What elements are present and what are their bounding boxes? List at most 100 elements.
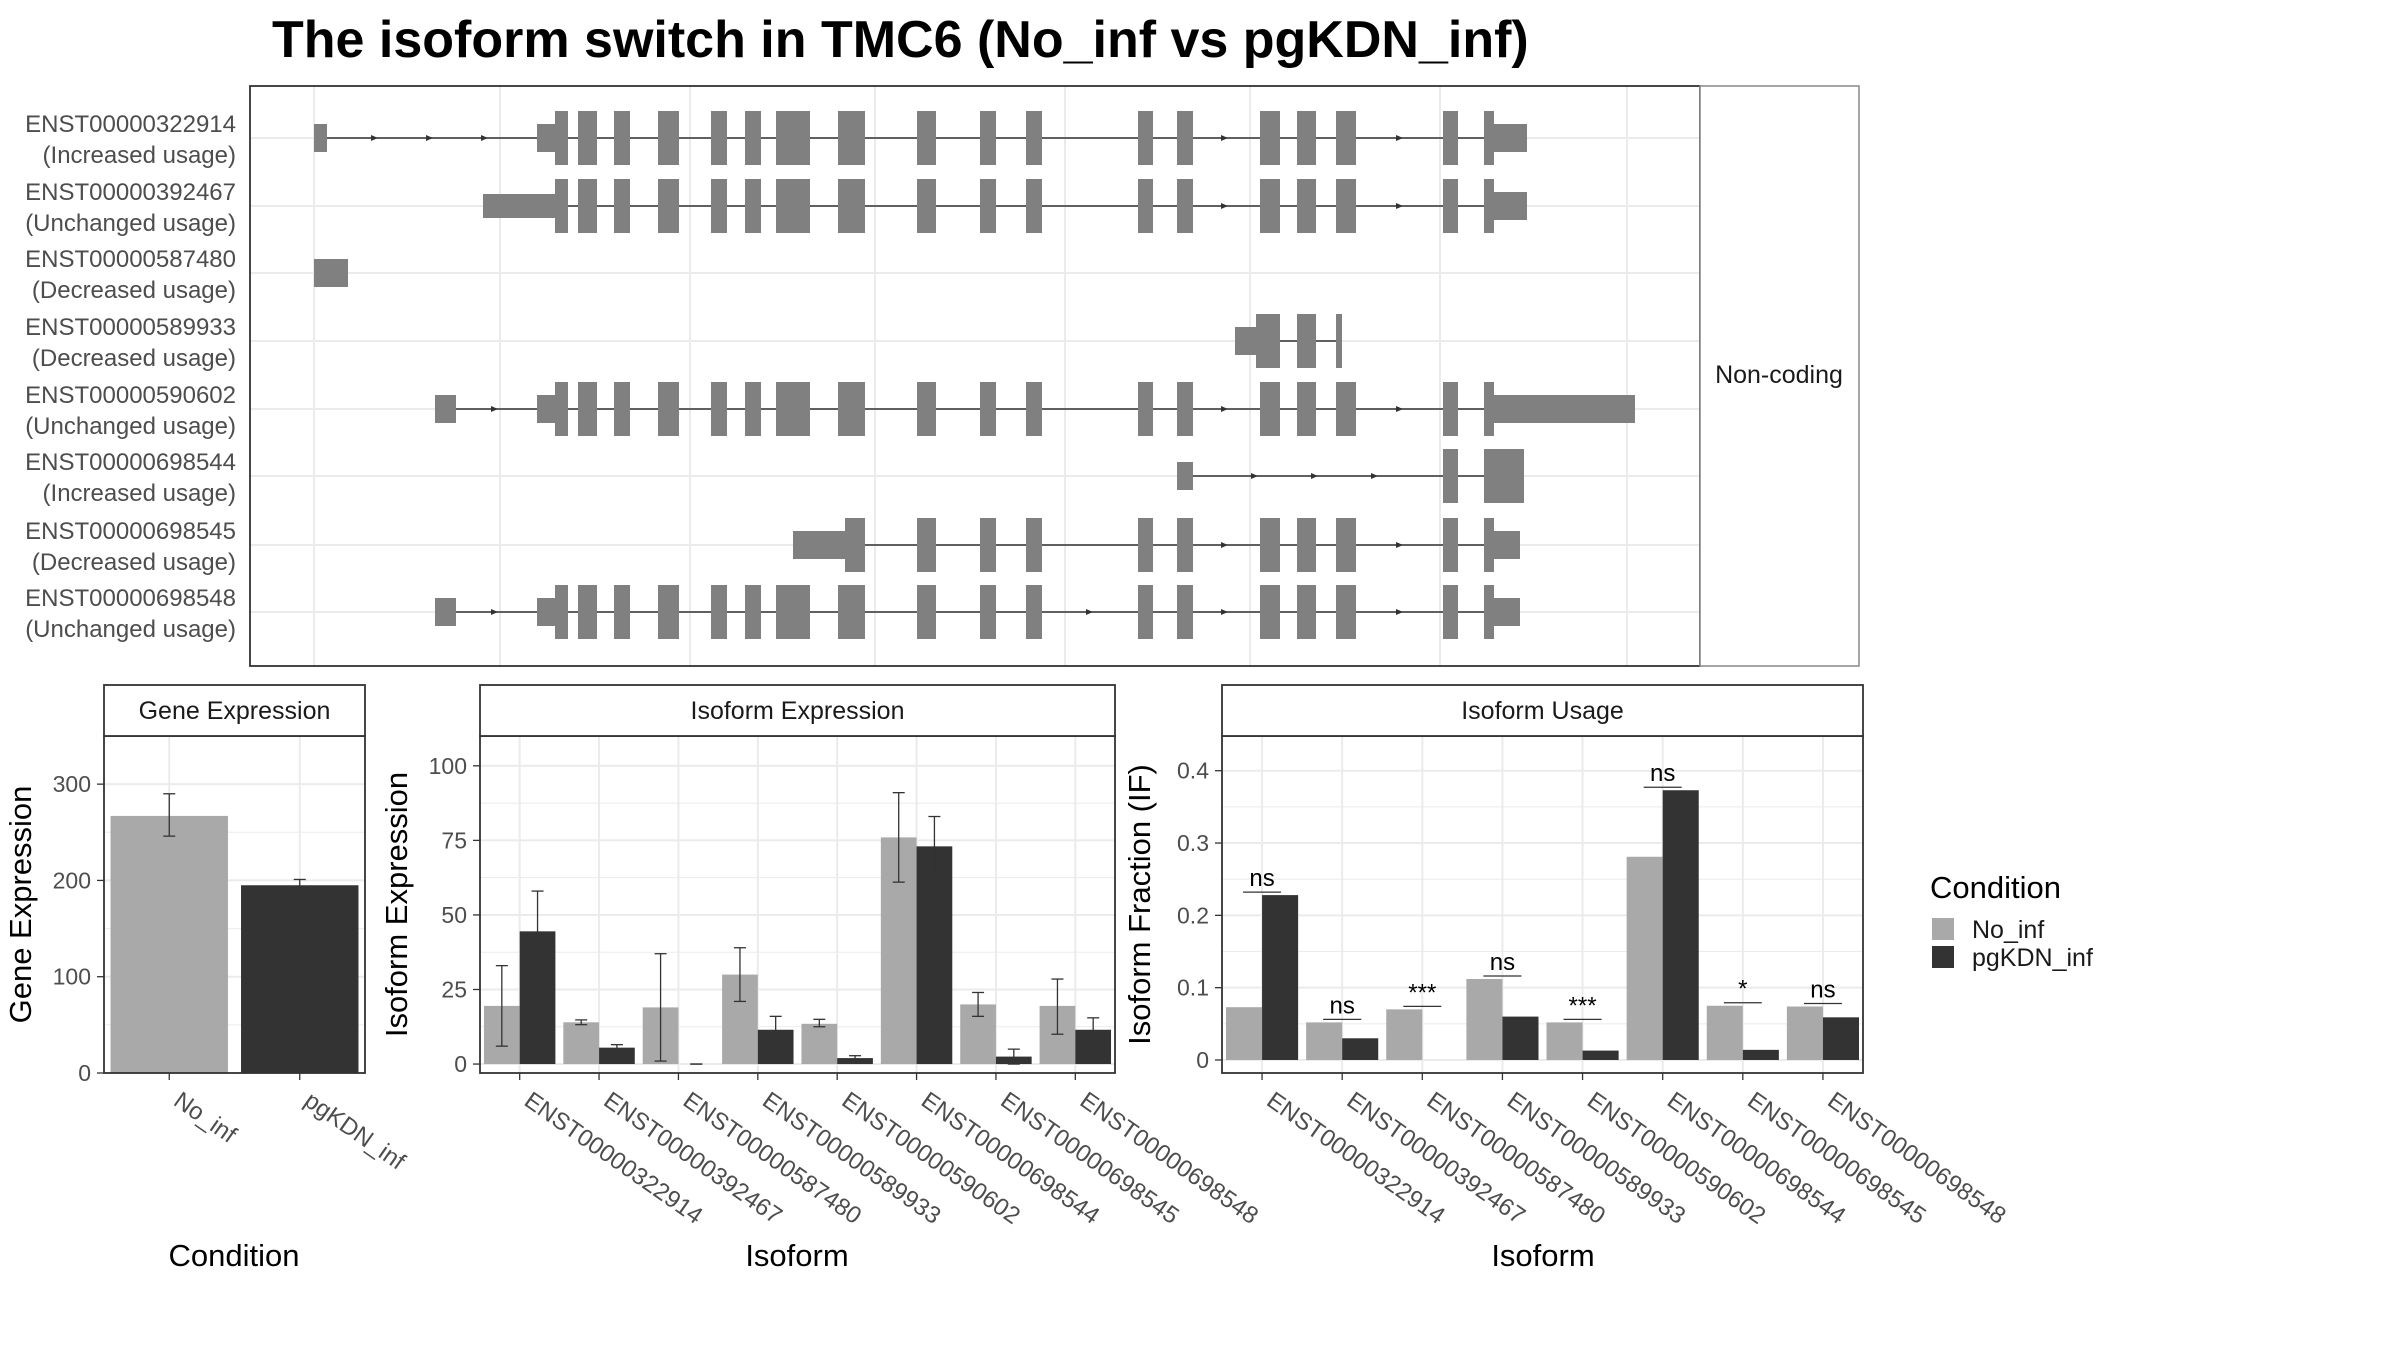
exon-block (917, 585, 936, 639)
exon-block (1026, 585, 1042, 639)
bar (1662, 790, 1699, 1060)
exon-block (578, 179, 597, 233)
transcript-id-label: ENST00000322914 (25, 111, 236, 138)
y-tick-label: 300 (53, 771, 91, 797)
exon-block (745, 585, 761, 639)
exon-block (980, 585, 996, 639)
transcript-id-label: ENST00000590602 (25, 382, 236, 409)
significance-label: * (1738, 976, 1747, 1003)
exon-block (1443, 518, 1458, 572)
exon-block (1443, 585, 1458, 639)
transcript-id-label: ENST00000589933 (25, 314, 236, 341)
exon-block (1443, 382, 1458, 436)
bar (1626, 856, 1663, 1060)
exon-block (555, 382, 568, 436)
transcript-id-label: ENST00000392467 (25, 179, 236, 206)
strand-arrow (481, 135, 488, 141)
exon-block (1177, 518, 1193, 572)
legend-label-pgkdn-inf: pgKDN_inf (1972, 944, 2093, 972)
transcript-usage-label: (Unchanged usage) (25, 616, 236, 643)
y-tick-label: 75 (441, 827, 467, 853)
strand-arrow (1396, 609, 1403, 615)
y-tick-label: 50 (441, 902, 467, 928)
exon-block (980, 518, 996, 572)
transcript-track: ENST00000322914 (Increased usage) (25, 111, 1527, 169)
exon-block (1484, 449, 1524, 503)
y-tick-label: 200 (53, 867, 91, 893)
y-tick-label: 0 (454, 1051, 467, 1077)
strand-arrow (1396, 542, 1403, 548)
transcript-track: ENST00000698545 (Decreased usage) (25, 518, 1520, 576)
exon-block (776, 585, 810, 639)
strand-arrow (1371, 473, 1378, 479)
exon-block (1336, 382, 1356, 436)
y-tick-label: 0.2 (1177, 902, 1209, 928)
strand-arrow (1221, 609, 1228, 615)
exon-block (658, 179, 679, 233)
exon-block (1494, 395, 1635, 423)
y-tick-label: 100 (53, 964, 91, 990)
bar (1306, 1022, 1343, 1060)
exon-block (1260, 179, 1280, 233)
exon-block (1336, 585, 1356, 639)
isoform-usage-chart: ns ns *** ns *** ns * ns Isoform Usage 0 0.1 0.2 0.3… (1122, 684, 2011, 1273)
exon-block (1297, 585, 1316, 639)
exon-block (745, 382, 761, 436)
figure-title: The isoform switch in TMC6 (No_inf vs pg… (272, 11, 1529, 69)
bar (599, 1047, 635, 1065)
exon-block (314, 124, 327, 152)
transcript-id-label: ENST00000698545 (25, 518, 236, 545)
transcript-id-label: ENST00000698548 (25, 585, 236, 612)
transcript-track: ENST00000587480 (Decreased usage) (25, 246, 348, 304)
exon-block (1336, 111, 1356, 165)
x-axis-title: Condition (169, 1238, 300, 1273)
exon-block (1260, 585, 1280, 639)
exon-block (1256, 314, 1280, 368)
significance-label: *** (1408, 979, 1436, 1006)
bar (1466, 978, 1503, 1060)
exon-block (658, 585, 679, 639)
gene-expression-chart: Gene Expression 0 100 200 300 No_inf pgKDN_inf… (3, 684, 410, 1273)
significance-label: ns (1490, 949, 1515, 976)
exon-block (555, 179, 568, 233)
transcript-usage-label: (Unchanged usage) (25, 413, 236, 440)
exon-block (1235, 327, 1256, 355)
legend-label-no-inf: No_inf (1972, 916, 2044, 944)
bar (1386, 1009, 1423, 1060)
transcript-usage-label: (Increased usage) (43, 480, 236, 507)
exon-block (980, 179, 996, 233)
exon-block (745, 111, 761, 165)
transcript-usage-label: (Decreased usage) (32, 345, 236, 372)
x-tick-label: pgKDN_inf (299, 1087, 410, 1176)
exon-block (1494, 531, 1520, 559)
coding-strip-label: Non-coding (1715, 361, 1843, 389)
strand-arrow (1251, 473, 1258, 479)
bar (1502, 1016, 1539, 1060)
exon-block (917, 111, 936, 165)
exon-block (845, 518, 865, 572)
exon-block (1026, 111, 1042, 165)
strand-arrow (491, 406, 498, 412)
exon-block (537, 395, 555, 423)
transcript-track: ENST00000589933 (Decreased usage) (25, 314, 1342, 372)
exon-block (980, 111, 996, 165)
exon-block (1138, 518, 1153, 572)
x-axis-title: Isoform (1491, 1238, 1594, 1273)
facet-strip-label: Gene Expression (139, 697, 331, 725)
exon-block (776, 382, 810, 436)
x-tick-label: No_inf (169, 1087, 242, 1149)
exon-block (1026, 518, 1042, 572)
isoform-expression-chart: Isoform Expression0255075100ENST00000322… (379, 684, 1263, 1273)
plot-background (1222, 736, 1863, 1073)
exon-block (838, 111, 865, 165)
exon-block (1297, 518, 1316, 572)
significance-label: *** (1569, 992, 1597, 1019)
exon-block (1260, 382, 1280, 436)
exon-block (578, 111, 597, 165)
exon-block (1260, 111, 1280, 165)
transcript-id-label: ENST00000587480 (25, 246, 236, 273)
exon-block (555, 111, 568, 165)
strand-arrow (1396, 406, 1403, 412)
exon-block (980, 382, 996, 436)
transcript-usage-label: (Unchanged usage) (25, 210, 236, 237)
